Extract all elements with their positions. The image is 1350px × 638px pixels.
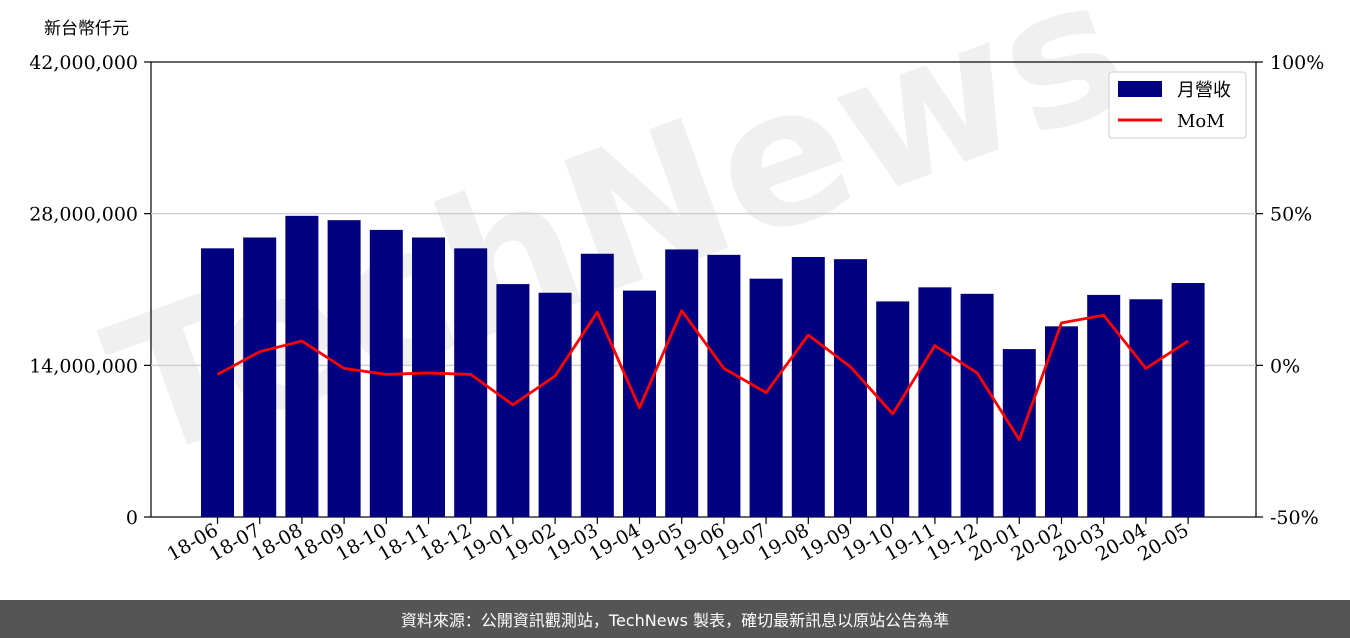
footer-text: 資料來源：公開資訊觀測站，TechNews 製表，確切最新訊息以原站公告為準 (400, 611, 950, 630)
bar (834, 259, 867, 517)
chart-canvas: TechNews 014,000,00028,000,00042,000,000… (29, 0, 1324, 566)
bar (1171, 283, 1205, 517)
y-axis-unit-label: 新台幣仟元 (44, 19, 129, 39)
legend: 月營收 MoM (1108, 71, 1247, 139)
bar (285, 215, 319, 518)
bar (201, 248, 234, 518)
bar (1087, 294, 1121, 517)
bar (243, 237, 277, 517)
legend-label-line: MoM (1177, 111, 1225, 132)
line-series (216, 309, 1189, 442)
right-tick-label: 100% (1270, 52, 1324, 74)
mom-line (216, 309, 1189, 442)
bar (580, 253, 614, 517)
right-tick-label: 50% (1270, 204, 1312, 226)
bar (918, 287, 952, 517)
bar (538, 292, 572, 517)
left-tick-label: 28,000,000 (29, 204, 138, 226)
bar (707, 254, 741, 518)
bar (1045, 326, 1078, 517)
bar (749, 278, 783, 517)
bar (960, 293, 994, 517)
legend-swatch-bar (1118, 81, 1162, 97)
left-tick-label: 0 (126, 507, 138, 529)
right-tick-label: -50% (1270, 507, 1319, 529)
bar-series (201, 215, 1205, 518)
right-tick-label: 0% (1270, 355, 1300, 377)
bar (791, 257, 825, 517)
right-axis: -50% 0% 50% 100% (1256, 52, 1324, 529)
x-axis: 18-0618-0718-0818-0918-1018-1118-1219-01… (164, 517, 1193, 566)
bar (1129, 299, 1163, 517)
left-tick-label: 14,000,000 (29, 355, 138, 377)
left-tick-label: 42,000,000 (29, 52, 138, 74)
plot-area (150, 61, 1257, 518)
bar (876, 301, 910, 517)
bar (496, 284, 530, 517)
legend-label-bar: 月營收 (1177, 80, 1231, 101)
bar (1002, 349, 1036, 517)
bar (623, 290, 656, 517)
left-axis: 0 14,000,000 28,000,000 42,000,000 (29, 52, 151, 529)
bar (412, 237, 445, 517)
bar (665, 249, 699, 517)
source-footer: 資料來源：公開資訊觀測站，TechNews 製表，確切最新訊息以原站公告為準 (0, 600, 1350, 638)
